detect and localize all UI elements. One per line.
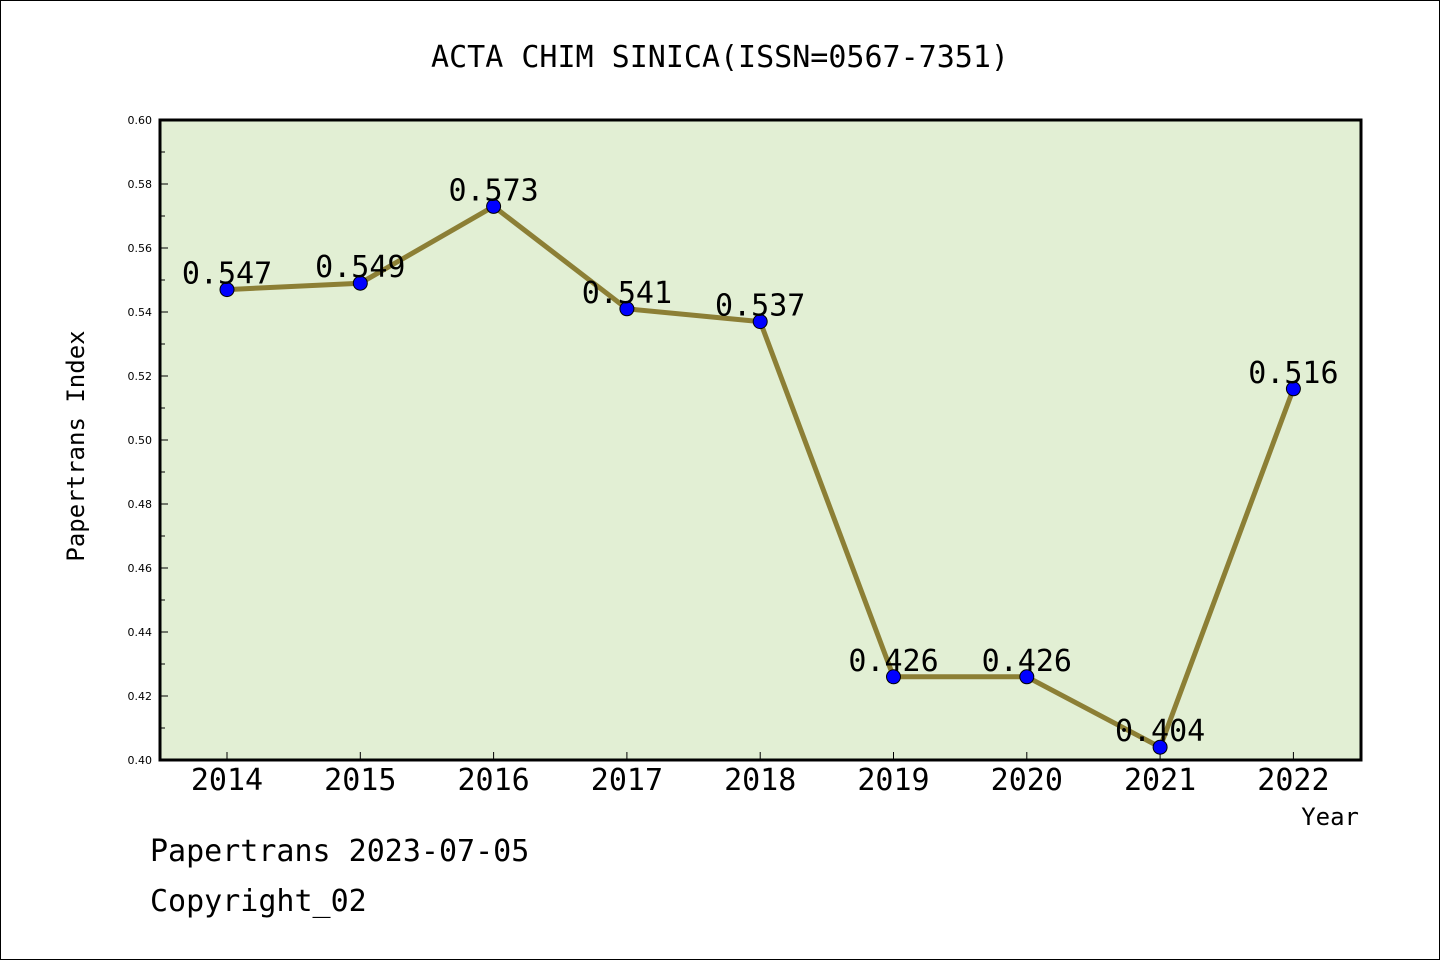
x-tick-label: 2014 (191, 763, 263, 798)
x-tick-label: 2022 (1257, 763, 1329, 798)
data-label: 0.547 (182, 257, 272, 292)
data-label: 0.573 (448, 173, 538, 208)
plot-area (160, 120, 1361, 760)
data-point-marker (1285, 381, 1301, 397)
x-axis-label: Year (1301, 803, 1359, 831)
x-tick-label: 2020 (991, 763, 1063, 798)
x-axis: 2014 2015 2016 2017 2018 2019 2020 2021 2022 (191, 752, 1330, 798)
data-point-marker (219, 282, 235, 298)
data-label: 0.404 (1115, 714, 1205, 749)
data-point-marker (1019, 669, 1035, 685)
data-label: 0.541 (582, 276, 672, 311)
x-tick-label: 2021 (1124, 763, 1196, 798)
y-axis-label: Papertrans Index (62, 330, 90, 561)
y-tick-label: 0.48 (128, 498, 153, 511)
x-tick-label: 2016 (457, 763, 529, 798)
y-tick-label: 0.44 (128, 626, 153, 639)
y-tick-label: 0.40 (128, 754, 153, 767)
data-label: 0.426 (982, 644, 1072, 679)
data-point-marker (352, 275, 368, 291)
data-label: 0.426 (848, 644, 938, 679)
data-label: 0.549 (315, 250, 405, 285)
footer-copyright: Copyright_02 (150, 884, 367, 919)
y-tick-label: 0.46 (128, 562, 153, 575)
y-tick-label: 0.56 (128, 242, 153, 255)
y-tick-label: 0.60 (128, 114, 153, 127)
x-tick-label: 2018 (724, 763, 796, 798)
chart-title: ACTA CHIM SINICA(ISSN=0567-7351) (431, 40, 1009, 75)
y-tick-label: 0.42 (128, 690, 153, 703)
data-point-marker (752, 314, 768, 330)
x-tick-label: 2017 (591, 763, 663, 798)
plot-border (158, 118, 1363, 762)
data-point-marker (619, 301, 635, 317)
data-point-marker (886, 669, 901, 685)
footer-date: Papertrans 2023-07-05 (150, 834, 530, 869)
y-tick-label: 0.54 (128, 306, 153, 319)
x-tick-label: 2015 (324, 763, 396, 798)
x-tick-label: 2019 (857, 763, 929, 798)
data-point-marker (1152, 739, 1168, 755)
y-tick-label: 0.58 (128, 178, 153, 191)
data-label: 0.516 (1248, 356, 1338, 391)
data-label: 0.537 (715, 289, 805, 324)
data-point-marker (486, 198, 502, 214)
series-layer: 0.547 0.549 0.573 0.541 0.537 0.426 0.426 0.404… (182, 173, 1339, 755)
y-tick-label: 0.52 (128, 370, 153, 383)
y-tick-label: 0.50 (128, 434, 153, 447)
